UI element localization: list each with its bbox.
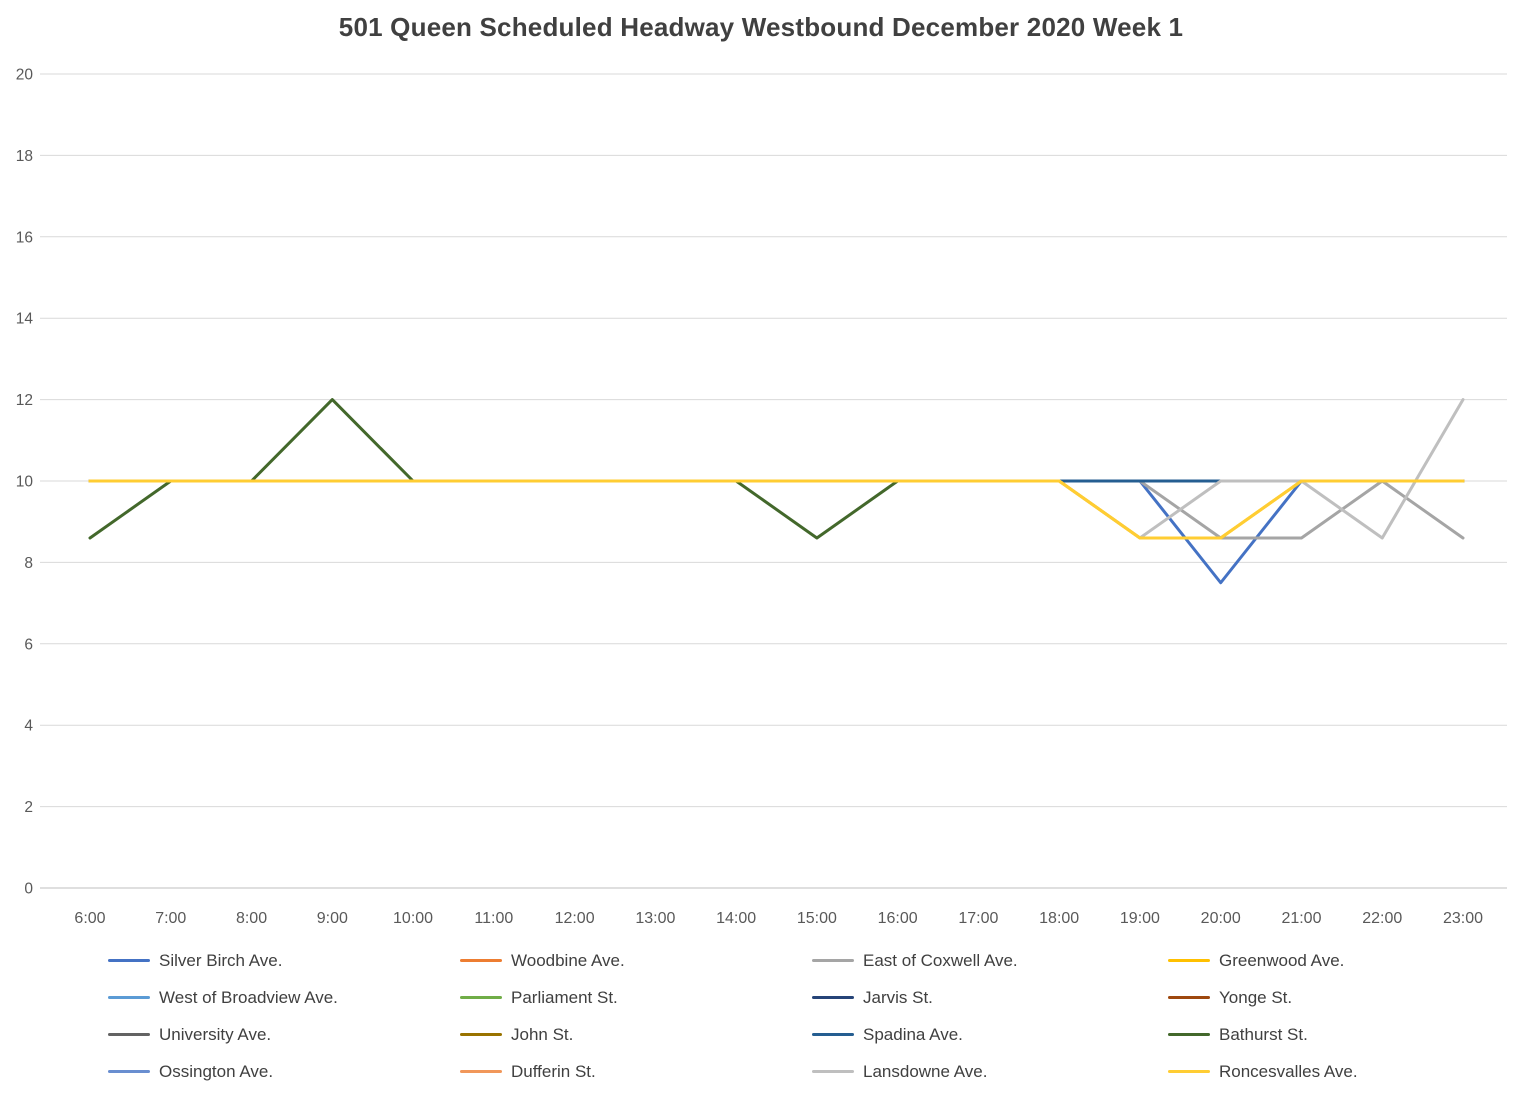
legend-item-woodbine-ave: Woodbine Ave. — [460, 942, 812, 979]
y-tick-label: 14 — [16, 311, 34, 328]
legend-label: Lansdowne Ave. — [863, 1061, 988, 1081]
x-tick-label: 8:00 — [236, 910, 267, 927]
legend-label: Dufferin St. — [511, 1061, 596, 1081]
legend-swatch — [460, 1069, 502, 1074]
y-tick-label: 16 — [16, 229, 33, 246]
legend-item-ossington-ave: Ossington Ave. — [108, 1053, 460, 1090]
legend-swatch — [1168, 1032, 1210, 1037]
y-tick-label: 2 — [24, 799, 33, 816]
x-tick-label: 11:00 — [474, 910, 513, 927]
legend-swatch — [460, 1032, 502, 1037]
legend-swatch — [812, 995, 854, 1000]
legend-label: Jarvis St. — [863, 987, 933, 1007]
legend-swatch — [108, 1032, 150, 1037]
legend-item-lansdowne-ave: Lansdowne Ave. — [812, 1053, 1168, 1090]
legend-item-john-st: John St. — [460, 1016, 812, 1053]
x-tick-label: 12:00 — [555, 910, 595, 927]
legend-item-university-ave: University Ave. — [108, 1016, 460, 1053]
y-tick-label: 12 — [16, 392, 33, 409]
x-tick-label: 22:00 — [1362, 910, 1402, 927]
x-tick-label: 10:00 — [393, 910, 433, 927]
x-tick-label: 19:00 — [1120, 910, 1160, 927]
legend-item-dufferin-st: Dufferin St. — [460, 1053, 812, 1090]
y-tick-label: 0 — [24, 881, 33, 898]
legend-label: Roncesvalles Ave. — [1219, 1061, 1358, 1081]
legend-item-jarvis-st: Jarvis St. — [812, 979, 1168, 1016]
legend-item-east-of-coxwell-ave: East of Coxwell Ave. — [812, 942, 1168, 979]
legend-swatch — [812, 1069, 854, 1074]
y-tick-label: 20 — [16, 67, 34, 84]
x-tick-label: 16:00 — [878, 910, 918, 927]
x-tick-label: 18:00 — [1039, 910, 1079, 927]
x-tick-label: 17:00 — [958, 910, 998, 927]
legend-label: Woodbine Ave. — [511, 950, 625, 970]
legend-label: East of Coxwell Ave. — [863, 950, 1018, 970]
x-tick-label: 21:00 — [1281, 910, 1321, 927]
series-line-roncesvalles-ave — [88, 479, 1465, 540]
chart-legend: Silver Birch Ave. Woodbine Ave. East of Co… — [108, 942, 1508, 1090]
series-line-lansdowne-ave — [88, 398, 1465, 540]
series-line-silver-birch-ave — [88, 479, 1465, 585]
legend-item-roncesvalles-ave: Roncesvalles Ave. — [1168, 1053, 1508, 1090]
y-tick-label: 8 — [24, 555, 33, 572]
legend-item-yonge-st: Yonge St. — [1168, 979, 1508, 1016]
legend-swatch — [108, 1069, 150, 1074]
legend-label: Yonge St. — [1219, 987, 1293, 1007]
x-tick-label: 23:00 — [1443, 910, 1483, 927]
legend-swatch — [812, 958, 854, 963]
x-tick-label: 13:00 — [635, 910, 675, 927]
legend-label: Greenwood Ave. — [1219, 950, 1345, 970]
y-tick-label: 4 — [24, 718, 33, 735]
x-tick-label: 15:00 — [797, 910, 837, 927]
legend-swatch — [460, 958, 502, 963]
legend-swatch — [108, 995, 150, 1000]
legend-item-parliament-st: Parliament St. — [460, 979, 812, 1016]
x-tick-label: 14:00 — [716, 910, 756, 927]
x-tick-label: 7:00 — [155, 910, 186, 927]
legend-label: University Ave. — [159, 1024, 272, 1044]
legend-label: Silver Birch Ave. — [159, 950, 283, 970]
legend-swatch — [812, 1032, 854, 1037]
y-tick-label: 18 — [16, 148, 33, 165]
legend-label: West of Broadview Ave. — [159, 987, 338, 1007]
legend-item-spadina-ave: Spadina Ave. — [812, 1016, 1168, 1053]
legend-item-greenwood-ave: Greenwood Ave. — [1168, 942, 1508, 979]
y-tick-label: 10 — [16, 474, 34, 491]
legend-label: Parliament St. — [511, 987, 618, 1007]
legend-swatch — [1168, 995, 1210, 1000]
legend-item-silver-birch-ave: Silver Birch Ave. — [108, 942, 460, 979]
legend-label: John St. — [511, 1024, 574, 1044]
x-tick-label: 20:00 — [1201, 910, 1241, 927]
x-tick-label: 6:00 — [74, 910, 105, 927]
legend-swatch — [1168, 1069, 1210, 1074]
legend-swatch — [108, 958, 150, 963]
chart-title: 501 Queen Scheduled Headway Westbound De… — [338, 12, 1184, 42]
series-line-bathurst-st — [88, 398, 1465, 540]
legend-swatch — [460, 995, 502, 1000]
legend-label: Spadina Ave. — [863, 1024, 963, 1044]
legend-item-bathurst-st: Bathurst St. — [1168, 1016, 1508, 1053]
x-tick-label: 9:00 — [317, 910, 348, 927]
y-tick-label: 6 — [24, 636, 33, 653]
legend-item-west-of-broadview-ave: West of Broadview Ave. — [108, 979, 460, 1016]
legend-label: Ossington Ave. — [159, 1061, 274, 1081]
legend-swatch — [1168, 958, 1210, 963]
legend-label: Bathurst St. — [1219, 1024, 1308, 1044]
